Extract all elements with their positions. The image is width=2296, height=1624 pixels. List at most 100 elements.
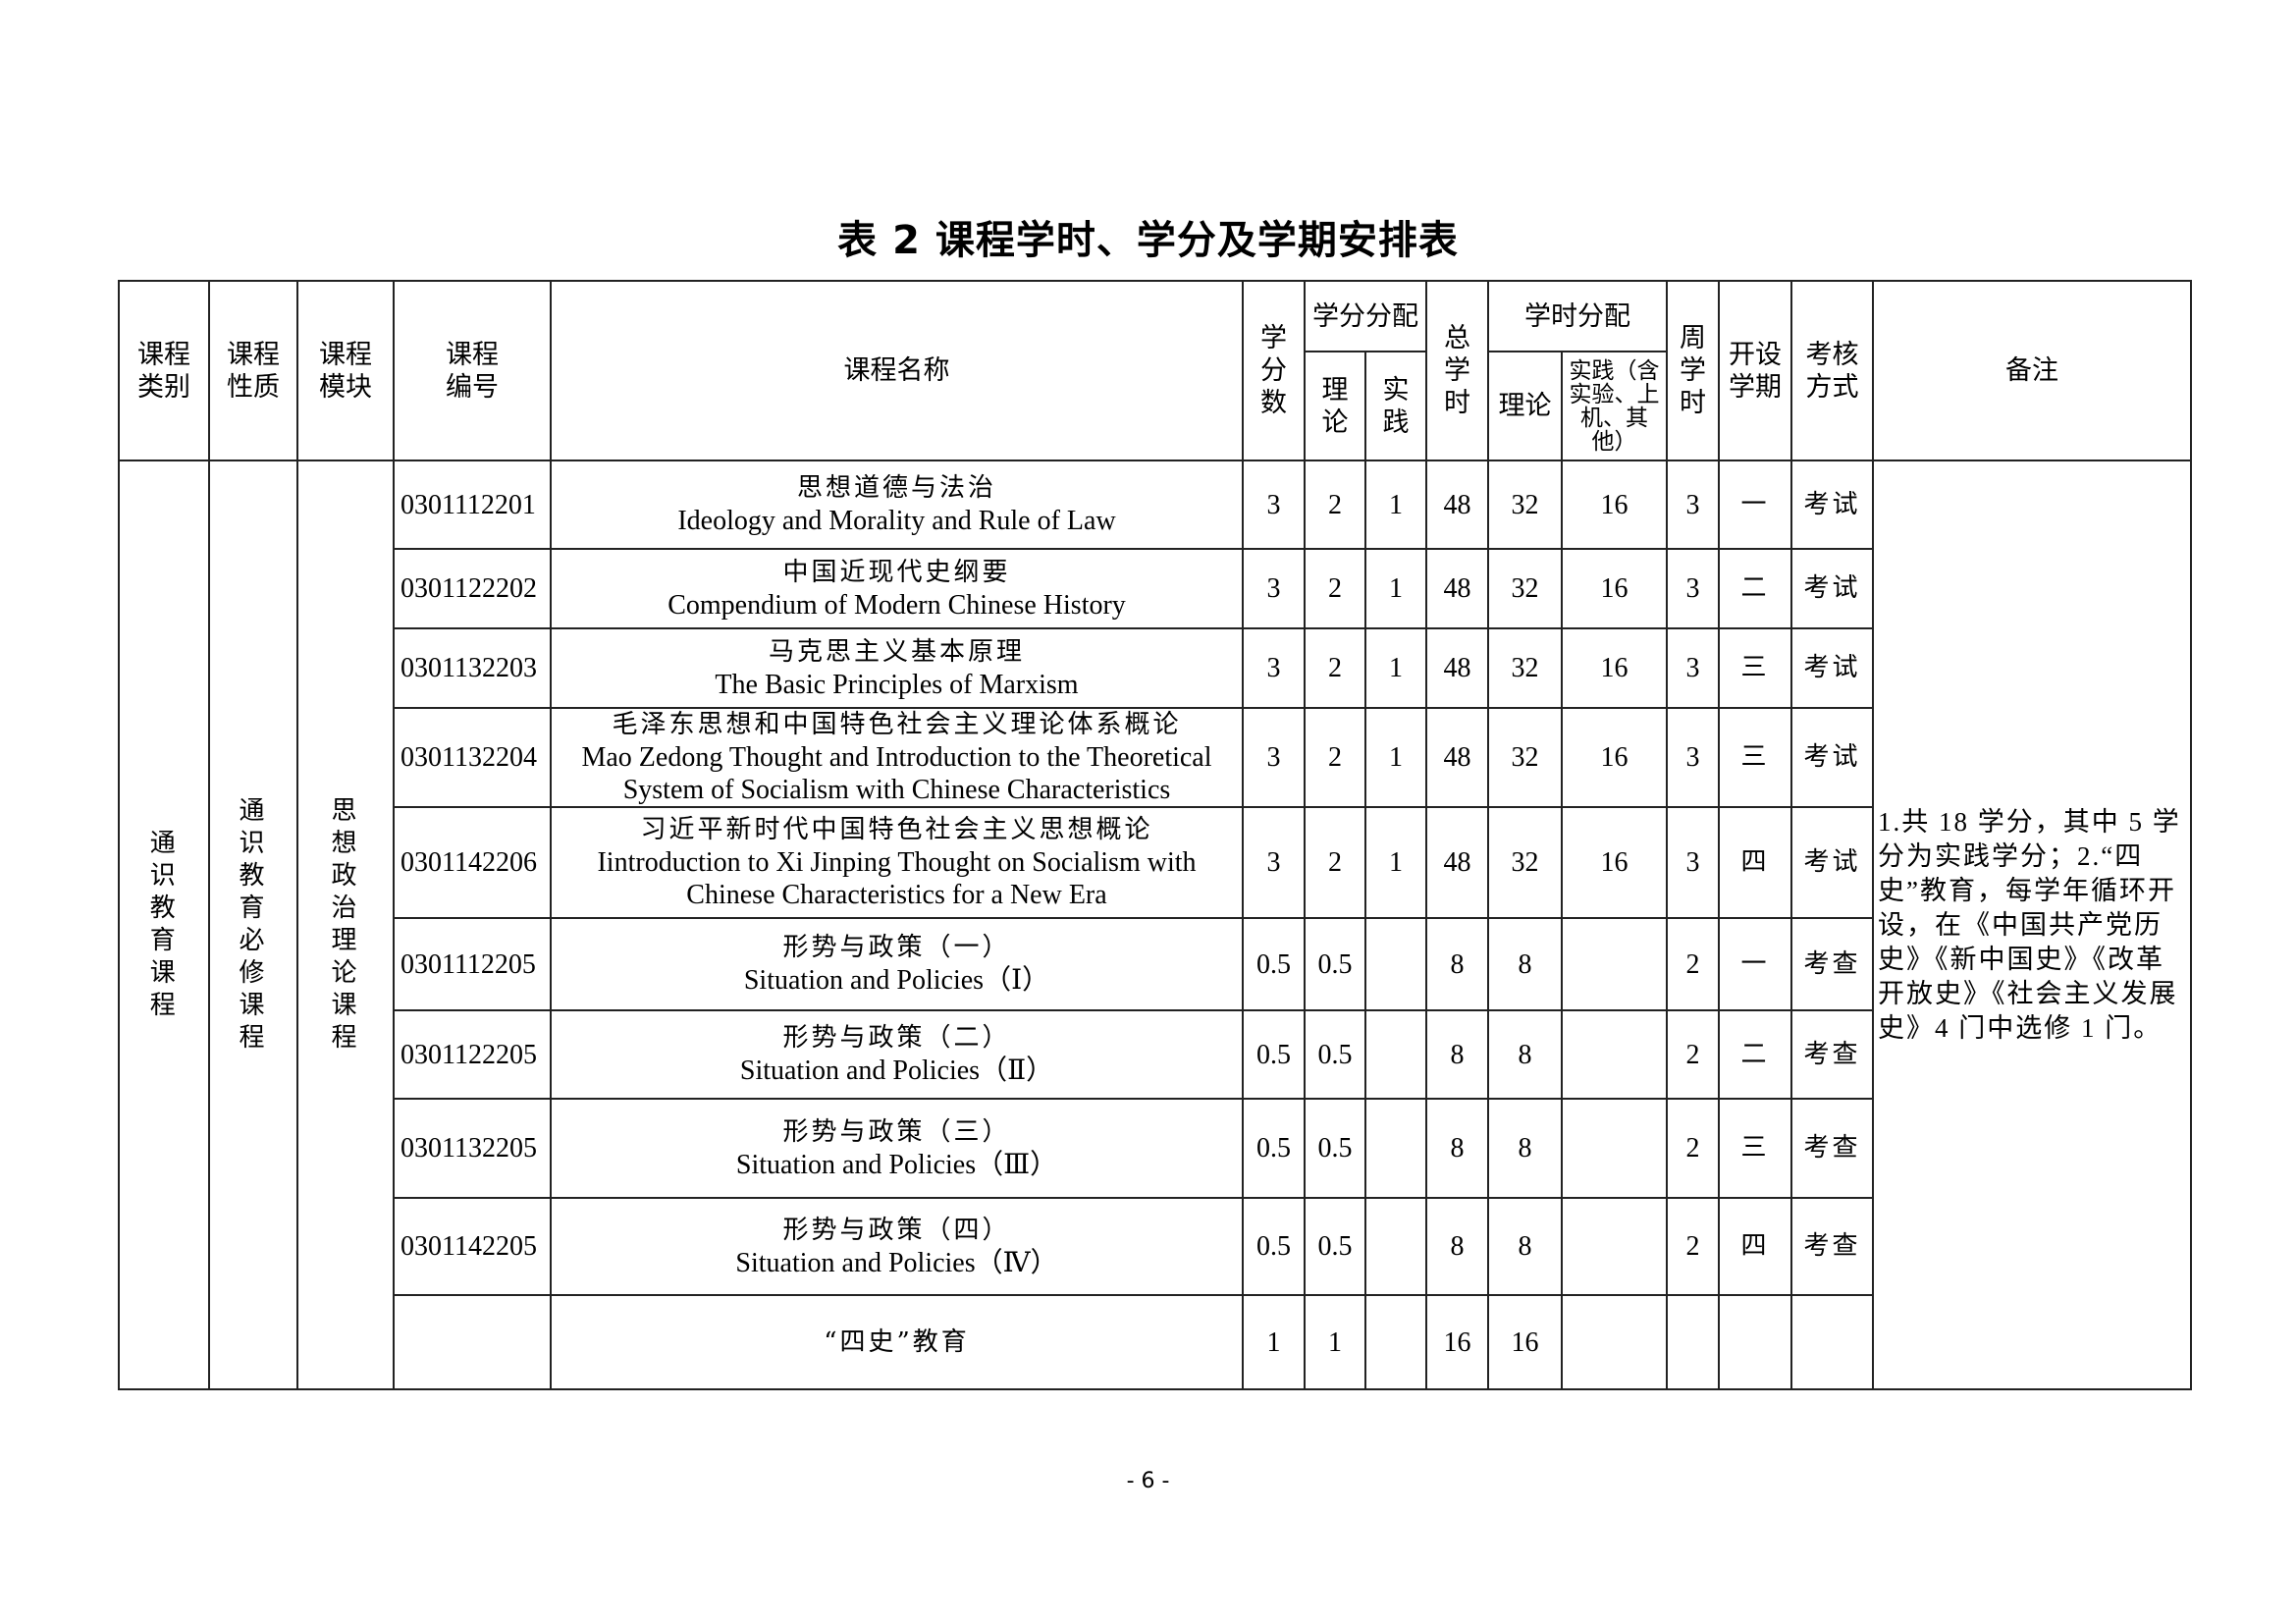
assessment-cell: 考试 [1790, 548, 1874, 629]
total-hours-cell: 48 [1425, 806, 1489, 919]
remarks-cell: 1.共 18 学分，其中 5 学分为实践学分；2.“四史”教育，每学年循环开设，… [1872, 460, 2192, 1390]
course-name-cn: 形势与政策（一） [782, 933, 1011, 962]
header-total-hours: 总学时 [1425, 280, 1489, 461]
credits-cell: 3 [1242, 460, 1306, 550]
course-name-cell: 习近平新时代中国特色社会主义思想概论 Iintroduction to Xi Ji… [550, 806, 1244, 919]
credits-cell: 0.5 [1242, 1009, 1306, 1100]
total-hours-cell: 16 [1425, 1294, 1489, 1390]
credit-practice-cell [1364, 1197, 1427, 1296]
course-nature-cell: 通识教育必修课程 [208, 460, 298, 1390]
hour-practice-cell [1561, 1009, 1668, 1100]
total-hours-cell: 8 [1425, 1098, 1489, 1199]
credit-theory-cell: 1 [1304, 1294, 1366, 1390]
credits-cell: 3 [1242, 806, 1306, 919]
header-nature: 课程性质 [208, 280, 298, 461]
course-name-cn: 习近平新时代中国特色社会主义思想概论 [640, 815, 1153, 844]
semester-cell: 三 [1718, 627, 1792, 709]
credit-theory-cell: 0.5 [1304, 917, 1366, 1011]
course-schedule-table: 课程类别 课程性质 课程模块 课程编号 课程名称 学分数 学分分配 总学时 学时… [118, 280, 2192, 1390]
course-name-cn: 思想道德与法治 [796, 473, 996, 503]
course-name-cell: 思想道德与法治 Ideology and Morality and Rule of… [550, 460, 1244, 550]
course-module-cell: 思想政治理论课程 [296, 460, 395, 1390]
header-hour-theory: 理论 [1487, 351, 1563, 461]
hour-theory-cell: 8 [1487, 917, 1563, 1011]
semester-cell [1718, 1294, 1792, 1390]
credit-theory-cell: 0.5 [1304, 1197, 1366, 1296]
course-name-cn: 形势与政策（二） [782, 1023, 1011, 1053]
table-row: 0301132205 形势与政策（三） Situation and Policies… [119, 1098, 2191, 1199]
course-code-cell: 0301122202 [393, 548, 552, 629]
total-hours-cell: 48 [1425, 627, 1489, 709]
table-row: 通识教育课程 通识教育必修课程 思想政治理论课程 0301112201 思想道德与法治 I… [118, 460, 2192, 1390]
header-credit-theory: 理论 [1304, 351, 1366, 461]
header-name: 课程名称 [550, 280, 1244, 461]
credits-cell: 3 [1242, 627, 1306, 709]
course-name-en: Iintroduction to Xi Jinping Thought on S… [597, 847, 1197, 910]
semester-cell: 二 [1718, 1009, 1792, 1100]
weekly-hours-cell [1666, 1294, 1720, 1390]
semester-cell: 一 [1718, 460, 1792, 550]
total-hours-cell: 48 [1425, 460, 1489, 550]
credit-practice-cell [1364, 1294, 1427, 1390]
hour-theory-cell: 32 [1487, 548, 1563, 629]
credit-theory-cell: 2 [1304, 806, 1366, 919]
credit-practice-cell [1364, 1098, 1427, 1199]
weekly-hours-cell: 3 [1666, 627, 1720, 709]
semester-cell: 四 [1718, 1197, 1792, 1296]
credit-practice-cell: 1 [1364, 627, 1427, 709]
course-code-cell [393, 1294, 552, 1390]
course-code-cell: 0301132203 [393, 627, 552, 709]
header-credit-practice: 实践 [1364, 351, 1427, 461]
credit-theory-cell: 0.5 [1304, 1098, 1366, 1199]
hour-practice-cell [1561, 917, 1668, 1011]
hour-practice-cell: 16 [1561, 627, 1668, 709]
header-credit-alloc: 学分分配 [1304, 280, 1427, 352]
course-name-cn: 毛泽东思想和中国特色社会主义理论体系概论 [612, 710, 1182, 739]
hour-practice-cell: 16 [1561, 460, 1668, 550]
table-row: 0301132203 马克思主义基本原理 The Basic Principles … [119, 627, 2191, 709]
hour-practice-cell [1561, 1294, 1668, 1390]
total-hours-cell: 8 [1425, 1009, 1489, 1100]
credit-theory-cell: 2 [1304, 460, 1366, 550]
course-name-en: Mao Zedong Thought and Introduction to t… [581, 742, 1212, 805]
credits-cell: 0.5 [1242, 1197, 1306, 1296]
course-name-en: The Basic Principles of Marxism [715, 669, 1079, 700]
table-row: 0301132204 毛泽东思想和中国特色社会主义理论体系概论 Mao Zedong… [119, 707, 2191, 808]
course-name-cell: 马克思主义基本原理 The Basic Principles of Marxism [550, 627, 1244, 709]
course-code-cell: 0301142206 [393, 806, 552, 919]
semester-cell: 一 [1718, 917, 1792, 1011]
weekly-hours-cell: 3 [1666, 548, 1720, 629]
hour-theory-cell: 32 [1487, 707, 1563, 808]
header-weekly-hours: 周学时 [1666, 280, 1720, 461]
table-row: 0301122205 形势与政策（二） Situation and Policies… [119, 1009, 2191, 1100]
course-code-cell: 0301132205 [393, 1098, 552, 1199]
course-name-cell: 中国近现代史纲要 Compendium of Modern Chinese His… [550, 548, 1244, 629]
credit-practice-cell: 1 [1364, 707, 1427, 808]
total-hours-cell: 8 [1425, 917, 1489, 1011]
course-code-cell: 0301132204 [393, 707, 552, 808]
assessment-cell [1790, 1294, 1874, 1390]
table-row: 0301142206 习近平新时代中国特色社会主义思想概论 Iintroductio… [119, 806, 2191, 919]
course-name-cell: 形势与政策（四） Situation and Policies（Ⅳ） [550, 1197, 1244, 1296]
credit-practice-cell: 1 [1364, 548, 1427, 629]
course-category-cell: 通识教育课程 [118, 460, 210, 1390]
weekly-hours-cell: 2 [1666, 1009, 1720, 1100]
assessment-cell: 考试 [1790, 806, 1874, 919]
course-name-cn: 马克思主义基本原理 [768, 636, 1025, 667]
weekly-hours-cell: 2 [1666, 1098, 1720, 1199]
total-hours-cell: 8 [1425, 1197, 1489, 1296]
header-assessment: 考核方式 [1790, 280, 1874, 461]
page-title: 表 2 课程学时、学分及学期安排表 [837, 218, 1459, 263]
total-hours-cell: 48 [1425, 548, 1489, 629]
credits-cell: 0.5 [1242, 917, 1306, 1011]
header-hour-alloc: 学时分配 [1487, 280, 1668, 352]
hour-theory-cell: 32 [1487, 806, 1563, 919]
assessment-cell: 考查 [1790, 1098, 1874, 1199]
course-code-cell: 0301122205 [393, 1009, 552, 1100]
credit-theory-cell: 2 [1304, 627, 1366, 709]
semester-cell: 三 [1718, 707, 1792, 808]
header-category: 课程类别 [118, 280, 210, 461]
weekly-hours-cell: 2 [1666, 917, 1720, 1011]
course-code-cell: 0301112201 [393, 460, 552, 550]
semester-cell: 二 [1718, 548, 1792, 629]
